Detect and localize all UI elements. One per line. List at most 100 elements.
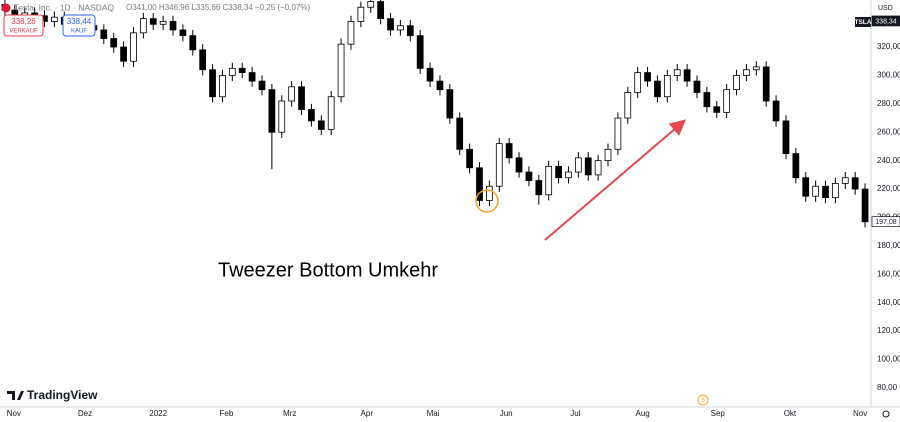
- candle-body: [120, 46, 127, 62]
- candle-body: [130, 32, 137, 62]
- price-label: 197,08: [875, 219, 897, 226]
- ticker-box: [855, 17, 871, 27]
- candles: [1, 0, 869, 228]
- candle-body: [426, 67, 434, 82]
- currency[interactable]: USD: [878, 5, 893, 12]
- candle-body: [604, 148, 612, 162]
- candle-body: [634, 72, 642, 93]
- x-tick-label: Nov: [7, 409, 21, 418]
- sell-price: 338,26: [11, 17, 36, 26]
- buy-button[interactable]: [62, 14, 96, 37]
- candle-body: [248, 72, 256, 82]
- trend-arrow: [544, 119, 687, 241]
- candle-body: [614, 117, 622, 150]
- candle-body: [574, 157, 582, 173]
- x-tick-label: Okt: [784, 409, 797, 418]
- x-tick-label: Aug: [635, 409, 649, 418]
- candle-body: [416, 35, 424, 69]
- candle-body: [555, 165, 562, 179]
- candle-body: [278, 100, 286, 133]
- highlight-circle: [475, 189, 499, 213]
- ticker: TSLA: [855, 19, 872, 26]
- candle-body: [782, 120, 790, 154]
- candle-body: [525, 171, 533, 181]
- ohlc-readout: O341,00 H346,96 L335,66 C338,34 −0,25 (−…: [126, 3, 310, 12]
- event-marker[interactable]: [697, 394, 709, 406]
- candle-body: [367, 1, 375, 8]
- candle-body: [100, 29, 108, 39]
- candle-body: [505, 143, 513, 159]
- y-tick-label: 260,00: [877, 127, 900, 136]
- settings-icon[interactable]: [882, 410, 890, 418]
- candle-body: [219, 75, 226, 98]
- candle-body: [347, 21, 355, 45]
- candle-body: [733, 75, 740, 91]
- candle-body: [199, 49, 207, 71]
- y-tick-label: 220,00: [877, 184, 900, 193]
- buy-label: KAUF: [71, 29, 87, 35]
- candle-body: [357, 6, 365, 22]
- candle-body: [515, 157, 523, 173]
- y-tick-label: 280,00: [877, 99, 900, 108]
- candle-body: [258, 80, 266, 91]
- y-tick-label: 80,00: [877, 383, 898, 392]
- sell-button[interactable]: [3, 14, 44, 37]
- candle-body: [387, 18, 394, 31]
- candle-body: [327, 96, 335, 130]
- candle-body: [397, 25, 404, 31]
- candle-body: [189, 35, 197, 51]
- candle-body: [308, 109, 315, 122]
- candle-body: [51, 16, 58, 22]
- candle-body: [545, 165, 553, 196]
- candle-body: [406, 25, 414, 37]
- candle-body: [851, 177, 859, 190]
- x-tick-label: Sep: [711, 409, 726, 418]
- y-tick-label: 180,00: [877, 241, 900, 250]
- candle-body: [792, 153, 800, 179]
- candle-body: [832, 182, 839, 199]
- price-label-box: [871, 15, 900, 27]
- symbol-logo: [1, 3, 11, 13]
- x-tick-label: Mrz: [283, 409, 296, 418]
- candle-body: [466, 148, 473, 169]
- y-tick-label: 120,00: [877, 326, 900, 335]
- symbol-label[interactable]: Tesla, Inc. · 1D · NASDAQ: [14, 2, 115, 12]
- candle-body: [723, 89, 731, 113]
- candle-body: [772, 100, 780, 122]
- candle-body: [486, 185, 493, 201]
- candle-body: [110, 38, 118, 48]
- candle-body: [683, 69, 691, 82]
- x-tick-label: Dez: [78, 409, 92, 418]
- x-tick-label: 2022: [149, 409, 167, 418]
- candle-body: [822, 185, 829, 199]
- candle-body: [584, 157, 592, 176]
- x-tick-label: Jul: [570, 409, 580, 418]
- candle-body: [644, 72, 651, 82]
- candle-body: [624, 92, 632, 119]
- candle-body: [436, 80, 444, 91]
- y-tick-label: 300,00: [877, 71, 900, 80]
- candle-body: [377, 1, 384, 20]
- annotation: Tweezer Bottom Umkehr: [218, 259, 438, 281]
- candle-body: [169, 21, 177, 31]
- candle-body: [446, 89, 454, 119]
- candle-body: [337, 43, 345, 98]
- candle-body: [495, 143, 503, 187]
- candle-body: [841, 177, 849, 184]
- x-tick-label: Nov: [853, 409, 867, 418]
- candle-body: [861, 188, 869, 223]
- candle-body: [752, 66, 760, 71]
- candle-body: [149, 18, 157, 25]
- y-tick-label: 100,00: [877, 355, 900, 364]
- candle-body: [663, 75, 671, 98]
- price-label: 338,34: [875, 18, 897, 25]
- candle-body: [228, 67, 236, 76]
- candle-body: [762, 66, 770, 102]
- candle-body: [139, 18, 147, 34]
- candle-body: [456, 117, 464, 150]
- y-tick-label: 140,00: [877, 298, 900, 307]
- price-label-box: [871, 216, 900, 227]
- watermark: TradingView: [27, 388, 98, 402]
- candle-body: [594, 160, 602, 176]
